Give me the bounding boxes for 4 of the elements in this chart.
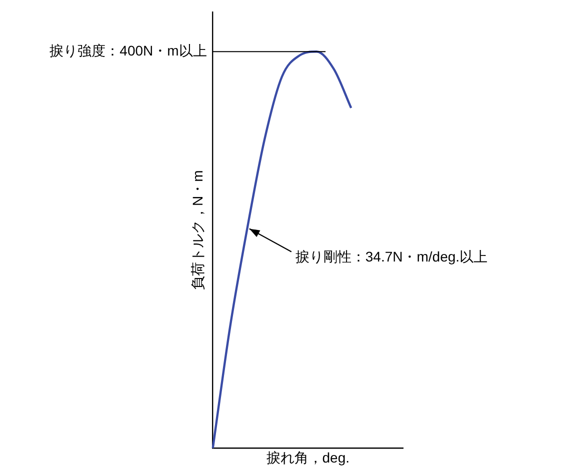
- y-axis-title: 負荷トルク，N・m: [189, 170, 206, 290]
- x-axis-title: 捩れ角，deg.: [266, 449, 350, 466]
- annotation: 捩り剛性：34.7N・m/deg.以上: [295, 248, 488, 265]
- ref-line-label: 捩り強度：400N・m以上: [50, 42, 207, 59]
